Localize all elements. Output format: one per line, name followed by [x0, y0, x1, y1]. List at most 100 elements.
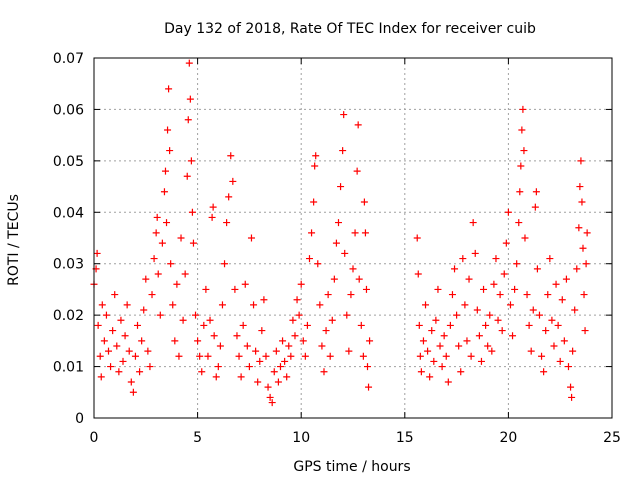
data-point [308, 229, 316, 237]
data-point [347, 291, 355, 299]
data-point [163, 219, 171, 227]
data-point [326, 352, 334, 360]
x-tick-label: 25 [603, 430, 621, 446]
data-point [258, 327, 266, 335]
plot-frame [93, 57, 613, 419]
y-axis-label: ROTI / TECUs [6, 194, 22, 286]
data-point [318, 342, 326, 350]
data-point [198, 368, 206, 376]
data-point [111, 291, 119, 299]
data-point [186, 95, 194, 103]
data-point [351, 229, 359, 237]
data-point [444, 378, 452, 386]
data-point [575, 224, 583, 232]
data-point [98, 301, 106, 309]
data-point [488, 347, 496, 355]
data-point [560, 337, 568, 345]
data-point [185, 59, 193, 67]
y-tick-label: 0.05 [53, 154, 84, 170]
data-point [150, 255, 158, 263]
data-point [546, 255, 554, 263]
data-point [339, 147, 347, 155]
data-point [500, 270, 508, 278]
data-point [299, 337, 307, 345]
data-point [287, 352, 295, 360]
data-point [544, 291, 552, 299]
data-point [223, 219, 231, 227]
data-point [270, 368, 278, 376]
data-point [562, 275, 570, 283]
data-point [577, 157, 585, 165]
data-point [416, 352, 424, 360]
data-point [152, 229, 160, 237]
data-point [136, 368, 144, 376]
data-point [509, 332, 517, 340]
data-point [459, 255, 467, 263]
data-point [256, 357, 264, 365]
data-point [245, 363, 253, 371]
data-point [428, 327, 436, 335]
data-point [285, 342, 293, 350]
data-point [184, 116, 192, 124]
data-point [419, 337, 427, 345]
data-point [206, 316, 214, 324]
data-point [187, 157, 195, 165]
y-tick-label: 0.04 [53, 205, 84, 221]
data-point [436, 342, 444, 350]
data-point [153, 213, 161, 221]
data-point [520, 147, 528, 155]
data-point [97, 373, 105, 381]
data-point [310, 198, 318, 206]
data-point [131, 352, 139, 360]
data-point [158, 239, 166, 247]
data-point [225, 193, 233, 201]
data-point [93, 249, 101, 257]
data-point [531, 203, 539, 211]
data-point [295, 311, 303, 319]
data-point [465, 275, 473, 283]
data-point [538, 352, 546, 360]
data-point [455, 342, 463, 350]
data-point [542, 327, 550, 335]
data-point [214, 363, 222, 371]
data-point [582, 260, 590, 268]
x-axis-label: GPS time / hours [293, 459, 410, 475]
data-point [434, 285, 442, 293]
data-point [515, 219, 523, 227]
data-point [188, 208, 196, 216]
data-point [160, 188, 168, 196]
data-point [250, 301, 258, 309]
data-point [353, 167, 361, 175]
data-point [241, 280, 249, 288]
data-point [196, 352, 204, 360]
data-point [413, 234, 421, 242]
data-point [475, 332, 483, 340]
data-point [521, 234, 529, 242]
data-point [312, 152, 320, 160]
data-point [227, 152, 235, 160]
data-point [202, 285, 210, 293]
data-point [221, 260, 229, 268]
data-point [125, 347, 133, 355]
data-point [438, 363, 446, 371]
data-point [119, 357, 127, 365]
data-points [90, 59, 591, 407]
data-point [355, 275, 363, 283]
data-point [183, 172, 191, 180]
data-point [511, 285, 519, 293]
data-point [535, 311, 543, 319]
data-point [252, 347, 260, 355]
data-point [305, 255, 313, 263]
data-point [254, 378, 262, 386]
data-point [200, 321, 208, 329]
data-point [362, 285, 370, 293]
data-point [365, 383, 373, 391]
data-point [324, 291, 332, 299]
data-point [564, 363, 572, 371]
data-point [571, 306, 579, 314]
data-point [117, 316, 125, 324]
data-point [171, 337, 179, 345]
data-point [366, 337, 374, 345]
data-point [415, 321, 423, 329]
data-point [208, 213, 216, 221]
